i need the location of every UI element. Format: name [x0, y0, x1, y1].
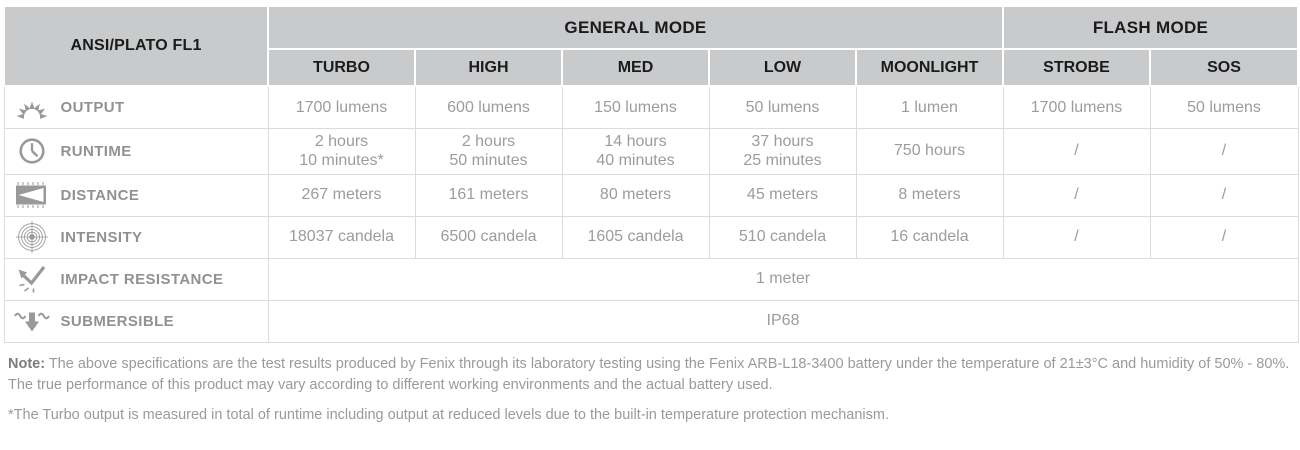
column-header-med: MED — [561, 48, 710, 87]
ansi-fl1-spec-table: ANSI/PLATO FL1 GENERAL MODE FLASH MODE T… — [3, 5, 1300, 343]
column-header-strobe: STROBE — [1002, 48, 1151, 87]
output-moonlight: 1 lumen — [855, 85, 1004, 129]
runtime-strobe: / — [1002, 127, 1151, 175]
flash-mode-header: FLASH MODE — [1001, 5, 1300, 50]
impact-arrow-icon — [12, 264, 52, 294]
row-title: RUNTIME — [60, 142, 132, 160]
distance-turbo: 267 meters — [267, 173, 416, 217]
row-title: OUTPUT — [60, 98, 125, 116]
row-label-impact-resistance: IMPACT RESISTANCE — [5, 264, 268, 294]
runtime-sos: / — [1149, 127, 1299, 175]
runtime-high: 2 hours 50 minutes — [414, 127, 563, 175]
column-header-sos: SOS — [1148, 48, 1300, 87]
runtime-moonlight: 750 hours — [855, 127, 1004, 175]
column-header-high: HIGH — [414, 48, 563, 87]
row-label-submersible: SUBMERSIBLE — [5, 308, 268, 334]
table-row-impact-resistance: IMPACT RESISTANCE 1 meter — [3, 257, 1299, 301]
spec-sheet: ANSI/PLATO FL1 GENERAL MODE FLASH MODE T… — [3, 5, 1300, 426]
runtime-turbo: 2 hours 10 minutes* — [267, 127, 416, 175]
table-row-runtime: RUNTIME 2 hours 10 minutes* 2 hours 50 m… — [3, 127, 1299, 175]
general-mode-header: GENERAL MODE — [267, 5, 1004, 50]
distance-low: 45 meters — [708, 173, 857, 217]
row-title: DISTANCE — [60, 186, 140, 204]
distance-moonlight: 8 meters — [855, 173, 1004, 217]
row-title: SUBMERSIBLE — [60, 312, 175, 330]
output-med: 150 lumens — [561, 85, 710, 129]
runtime-med: 14 hours 40 minutes — [561, 127, 710, 175]
output-rays-icon — [12, 94, 52, 120]
row-label-output: OUTPUT — [5, 94, 268, 120]
spec-note: Note: The above specifications are the t… — [8, 354, 1295, 396]
column-header-low: LOW — [708, 48, 857, 87]
distance-strobe: / — [1002, 173, 1151, 217]
beam-distance-icon — [12, 182, 52, 208]
note-text: The above specifications are the test re… — [8, 355, 1290, 393]
output-turbo: 1700 lumens — [267, 85, 416, 129]
distance-med: 80 meters — [561, 173, 710, 217]
table-row-distance: DISTANCE 267 meters 161 meters 80 meters… — [3, 173, 1299, 217]
output-low: 50 lumens — [708, 85, 857, 129]
turbo-footnote: *The Turbo output is measured in total o… — [8, 406, 889, 423]
intensity-low: 510 candela — [708, 215, 857, 259]
table-row-intensity: INTENSITY 18037 candela 6500 candela 160… — [3, 215, 1299, 259]
column-header-moonlight: MOONLIGHT — [855, 48, 1004, 87]
row-label-intensity: INTENSITY — [5, 220, 268, 254]
note-label: Note: — [8, 355, 46, 372]
distance-high: 161 meters — [414, 173, 563, 217]
row-label-runtime: RUNTIME — [5, 136, 268, 166]
runtime-low: 37 hours 25 minutes — [708, 127, 857, 175]
row-title: INTENSITY — [60, 228, 143, 246]
intensity-high: 6500 candela — [414, 215, 563, 259]
intensity-moonlight: 16 candela — [855, 215, 1004, 259]
row-title: IMPACT RESISTANCE — [60, 270, 224, 288]
output-high: 600 lumens — [414, 85, 563, 129]
table-row-submersible: SUBMERSIBLE IP68 — [3, 299, 1299, 343]
submersible-value: IP68 — [267, 299, 1299, 343]
target-icon — [12, 220, 52, 254]
intensity-med: 1605 candela — [561, 215, 710, 259]
footnotes: Note: The above specifications are the t… — [3, 354, 1300, 426]
intensity-turbo: 18037 candela — [267, 215, 416, 259]
intensity-sos: / — [1149, 215, 1299, 259]
impact-resistance-value: 1 meter — [267, 257, 1299, 301]
intensity-strobe: / — [1002, 215, 1151, 259]
column-header-turbo: TURBO — [267, 48, 416, 87]
row-label-distance: DISTANCE — [5, 182, 268, 208]
clock-icon — [12, 136, 52, 166]
output-strobe: 1700 lumens — [1002, 85, 1151, 129]
table-corner-header: ANSI/PLATO FL1 — [3, 5, 269, 87]
submersible-arrow-icon — [12, 308, 52, 334]
table-row-output: OUTPUT 1700 lumens 600 lumens 150 lumens… — [3, 85, 1299, 129]
output-sos: 50 lumens — [1149, 85, 1299, 129]
distance-sos: / — [1149, 173, 1299, 217]
